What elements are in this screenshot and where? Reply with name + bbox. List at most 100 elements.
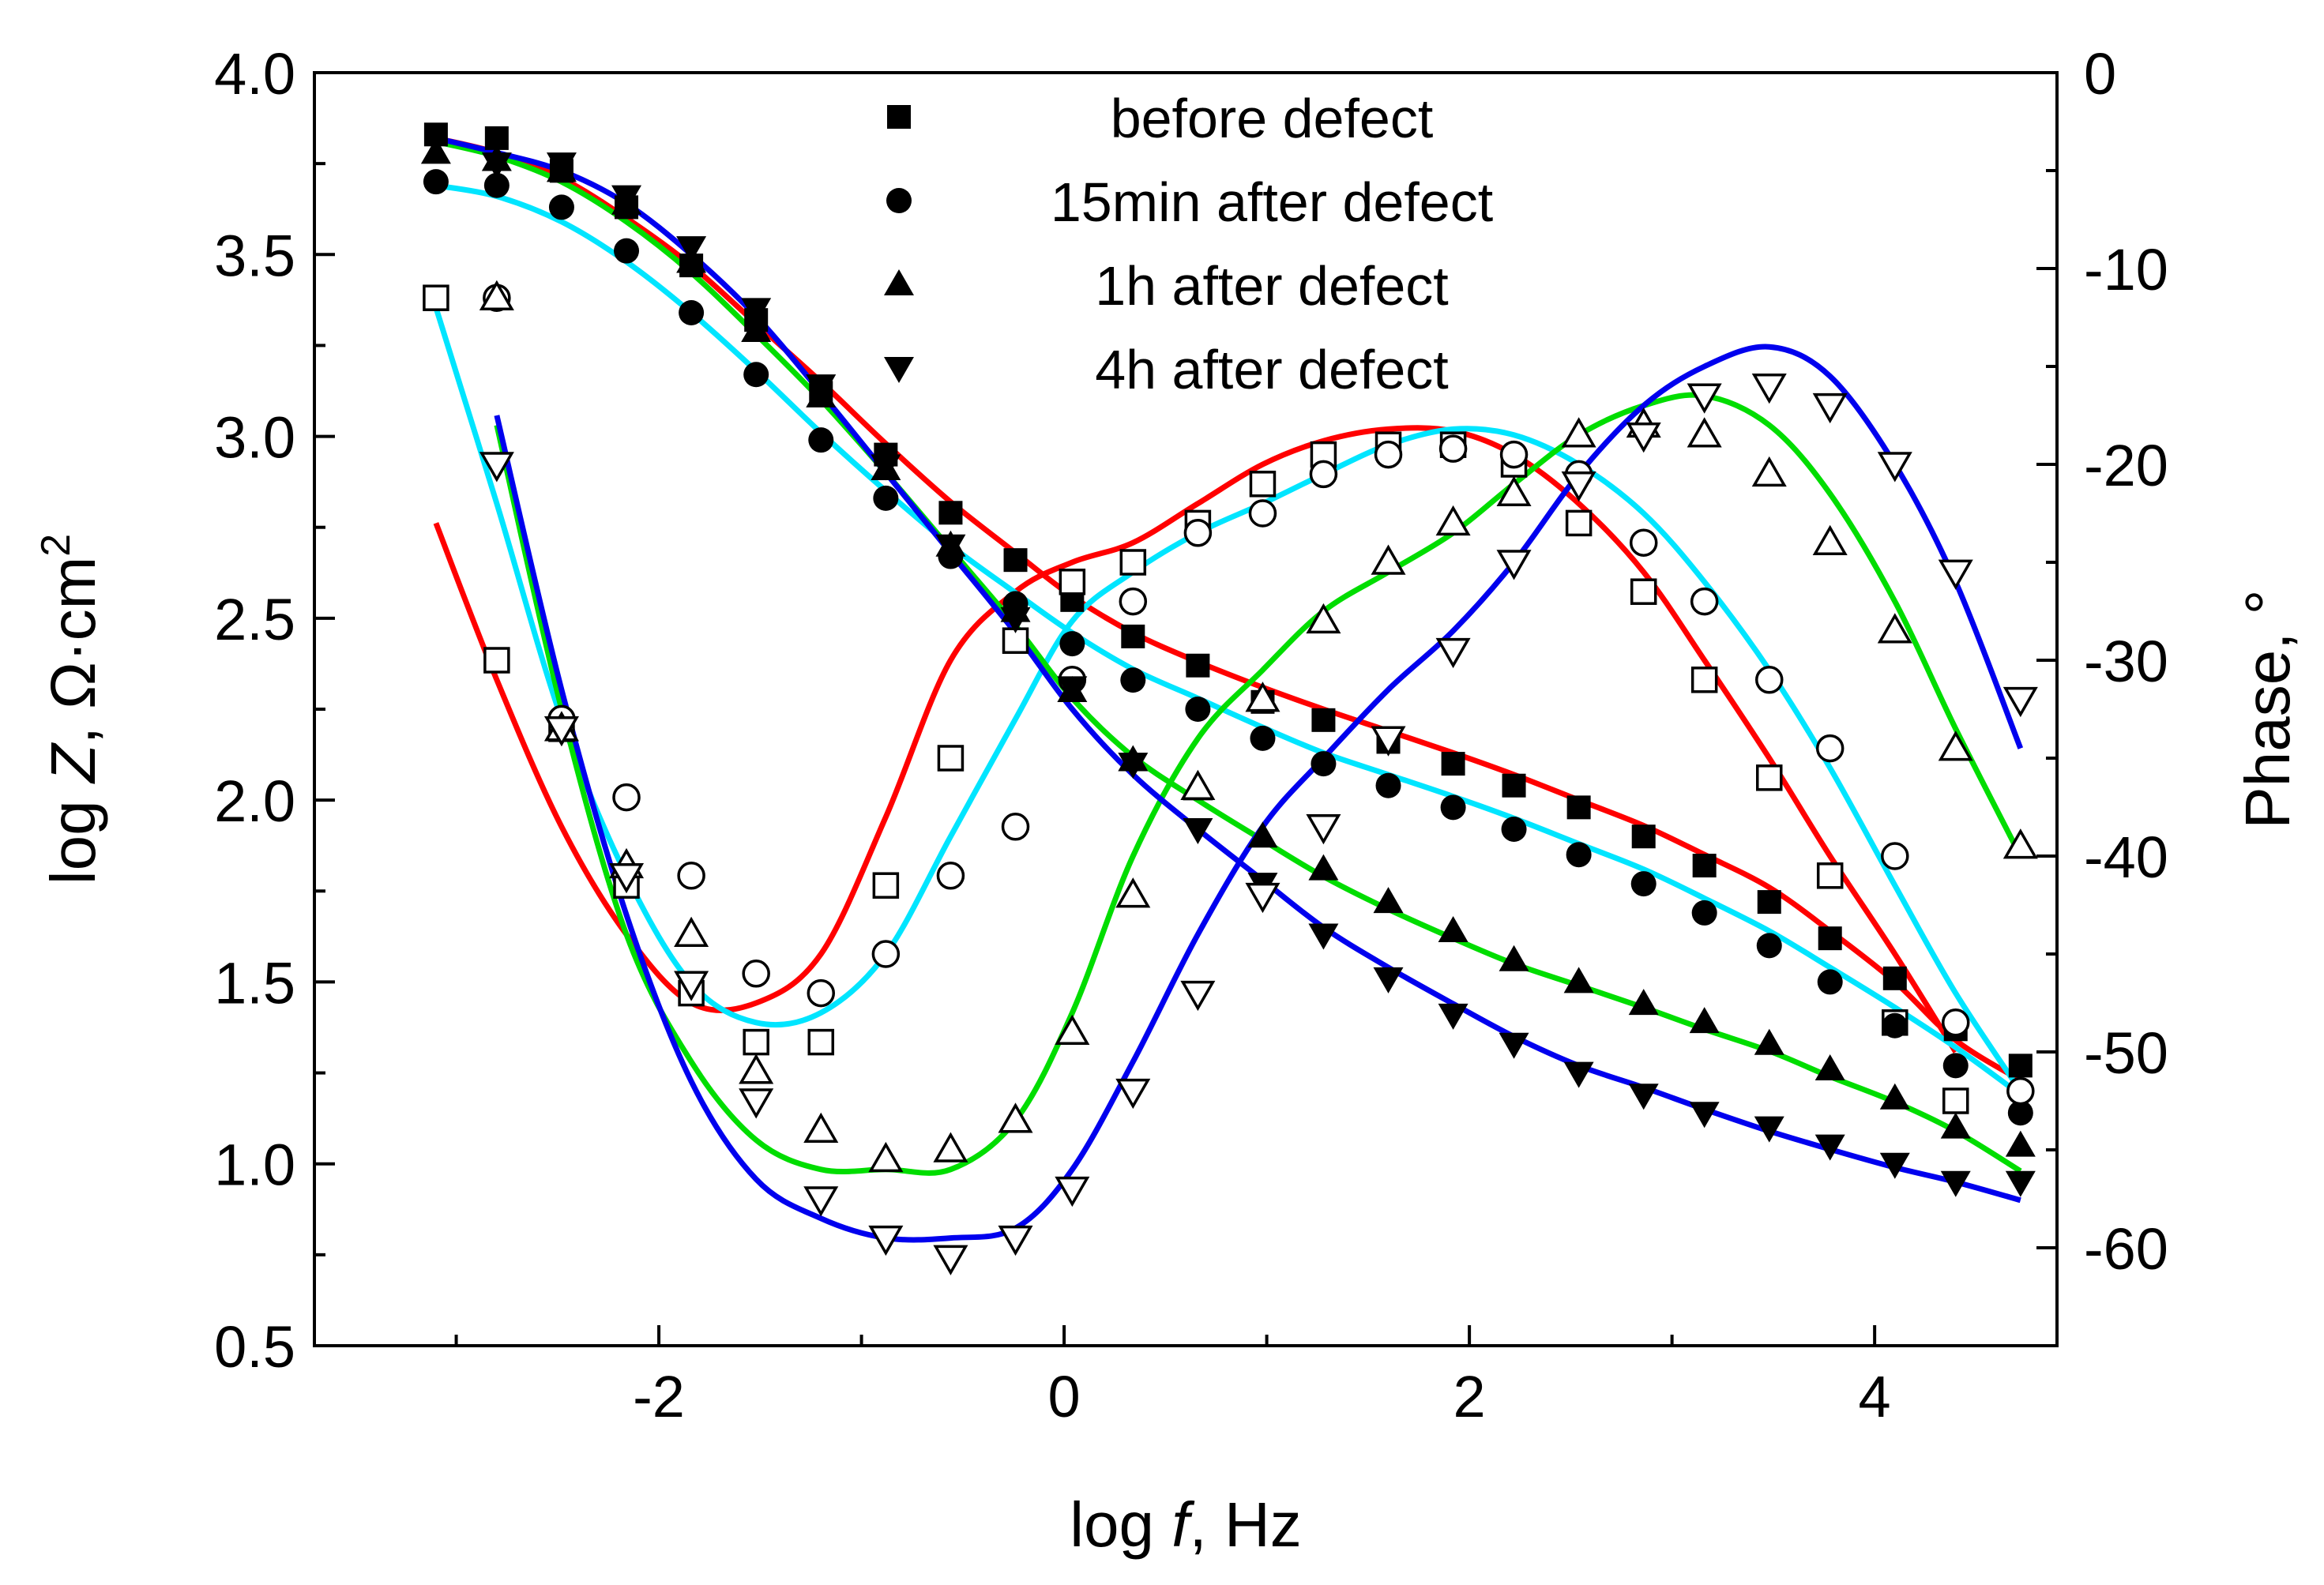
y-left-tick-label: 1.0 <box>214 1132 295 1198</box>
y-left-tick-label: 2.5 <box>214 587 295 652</box>
phase-point-series-3 <box>1245 882 1280 914</box>
phase-point-series-1 <box>1119 587 1148 616</box>
y-right-tick-label: -40 <box>2084 824 2168 890</box>
phase-point-series-1 <box>936 862 965 890</box>
legend-marker-3 <box>884 357 914 383</box>
phase-point-series-2 <box>674 916 709 947</box>
phase-point-series-0 <box>807 1028 835 1056</box>
phase-point-series-0 <box>1249 471 1277 498</box>
legend-marker-2 <box>884 269 914 295</box>
phase-point-series-2 <box>1496 475 1532 506</box>
y-right-tick-label: -50 <box>2084 1020 2168 1086</box>
phase-point-series-1 <box>871 940 901 968</box>
y-right-tick-label: -10 <box>2084 237 2168 302</box>
phase-point-series-3 <box>1812 392 1848 424</box>
modulus-point-series-3 <box>1628 1084 1659 1110</box>
modulus-point-series-0 <box>1003 548 1028 573</box>
modulus-point-series-3 <box>1814 1134 1845 1161</box>
y-axis-label-left-pre: log <box>38 783 108 885</box>
phase-point-series-0 <box>743 1028 769 1056</box>
modulus-point-series-2 <box>1438 915 1468 942</box>
phase-point-series-3 <box>543 716 579 747</box>
phase-point-series-1 <box>1309 460 1338 489</box>
modulus-point-series-3 <box>741 298 772 325</box>
phase-point-series-3 <box>1561 471 1596 502</box>
modulus-point-series-3 <box>546 152 577 179</box>
phase-point-series-2 <box>1055 1014 1090 1045</box>
modulus-point-series-2 <box>1754 1028 1784 1055</box>
phase-point-series-3 <box>1371 726 1406 757</box>
modulus-point-series-1 <box>1756 933 1782 959</box>
modulus-point-series-1 <box>548 194 574 220</box>
phase-point-series-2 <box>479 280 514 310</box>
phase-point-series-3 <box>1180 980 1216 1012</box>
modulus-point-series-2 <box>2005 1130 2036 1157</box>
modulus-point-series-3 <box>806 374 837 401</box>
x-tick-label: 4 <box>1859 1364 1891 1429</box>
x-tick-label: -2 <box>633 1364 685 1429</box>
y-right-tick-label: -20 <box>2084 433 2168 498</box>
modulus-point-series-0 <box>1818 926 1842 951</box>
modulus-point-series-1 <box>1440 794 1466 821</box>
modulus-point-series-2 <box>1499 945 1529 971</box>
phase-point-series-0 <box>1630 578 1657 605</box>
phase-point-series-2 <box>933 1132 968 1162</box>
y-axis-label-left-sup: 2 <box>33 534 79 557</box>
fit-line-phase-series-3 <box>494 344 2024 1243</box>
phase-point-series-1 <box>677 862 705 890</box>
modulus-point-series-0 <box>1566 795 1591 820</box>
modulus-point-series-0 <box>1311 708 1336 732</box>
modulus-point-series-0 <box>1441 752 1465 776</box>
modulus-point-series-1 <box>1375 772 1401 798</box>
modulus-point-series-2 <box>1628 989 1659 1016</box>
modulus-point-series-0 <box>1186 653 1210 678</box>
modulus-point-series-3 <box>1563 1061 1594 1088</box>
modulus-point-series-1 <box>1942 1053 1969 1079</box>
phase-point-series-1 <box>1755 666 1784 694</box>
y-axis-label-left-italic: Z <box>38 742 108 784</box>
modulus-point-series-1 <box>423 169 449 195</box>
phase-point-series-2 <box>1812 524 1848 555</box>
phase-point-series-0 <box>1119 549 1147 576</box>
phase-point-series-3 <box>1115 1078 1151 1110</box>
phase-point-series-0 <box>1816 862 1844 889</box>
phase-point-series-3 <box>1626 423 1661 453</box>
modulus-point-series-2 <box>741 316 772 343</box>
modulus-point-series-0 <box>1882 966 1907 990</box>
phase-point-series-2 <box>1180 769 1216 800</box>
modulus-point-series-3 <box>2005 1170 2036 1197</box>
modulus-point-series-1 <box>2007 1100 2033 1126</box>
modulus-point-series-1 <box>1250 725 1276 751</box>
modulus-point-series-0 <box>1121 624 1145 648</box>
phase-point-series-1 <box>807 978 836 1008</box>
modulus-point-series-0 <box>1692 854 1717 878</box>
modulus-point-series-0 <box>1631 824 1656 849</box>
modulus-point-series-1 <box>873 485 899 511</box>
fit-line-modulus-series-0 <box>435 135 2022 1083</box>
phase-point-series-3 <box>2002 686 2038 718</box>
modulus-point-series-2 <box>1308 854 1339 881</box>
phase-point-series-1 <box>1941 1008 1970 1037</box>
modulus-point-series-3 <box>935 534 966 561</box>
modulus-point-series-3 <box>1373 967 1404 993</box>
modulus-point-series-2 <box>1814 1054 1845 1080</box>
y-left-tick-label: 2.0 <box>214 768 295 834</box>
phase-point-series-2 <box>1561 417 1596 448</box>
modulus-point-series-3 <box>1940 1170 1971 1197</box>
y-axis-label-left-post: , Ω·cm <box>38 557 108 745</box>
phase-point-series-2 <box>1371 544 1406 575</box>
phase-point-series-2 <box>1687 417 1722 448</box>
phase-point-series-1 <box>1499 440 1529 469</box>
y-left-tick-label: 3.5 <box>214 223 295 288</box>
fit-line-phase-series-0 <box>433 425 1958 1054</box>
phase-point-series-0 <box>423 284 449 311</box>
phase-point-series-0 <box>483 647 510 674</box>
modulus-point-series-3 <box>1183 817 1213 844</box>
phase-point-series-1 <box>2006 1076 2035 1106</box>
phase-point-series-1 <box>1881 842 1909 870</box>
phase-point-series-2 <box>998 1102 1033 1133</box>
phase-point-series-1 <box>1248 499 1277 528</box>
phase-point-series-3 <box>868 1225 904 1256</box>
phase-point-series-1 <box>1438 434 1468 463</box>
